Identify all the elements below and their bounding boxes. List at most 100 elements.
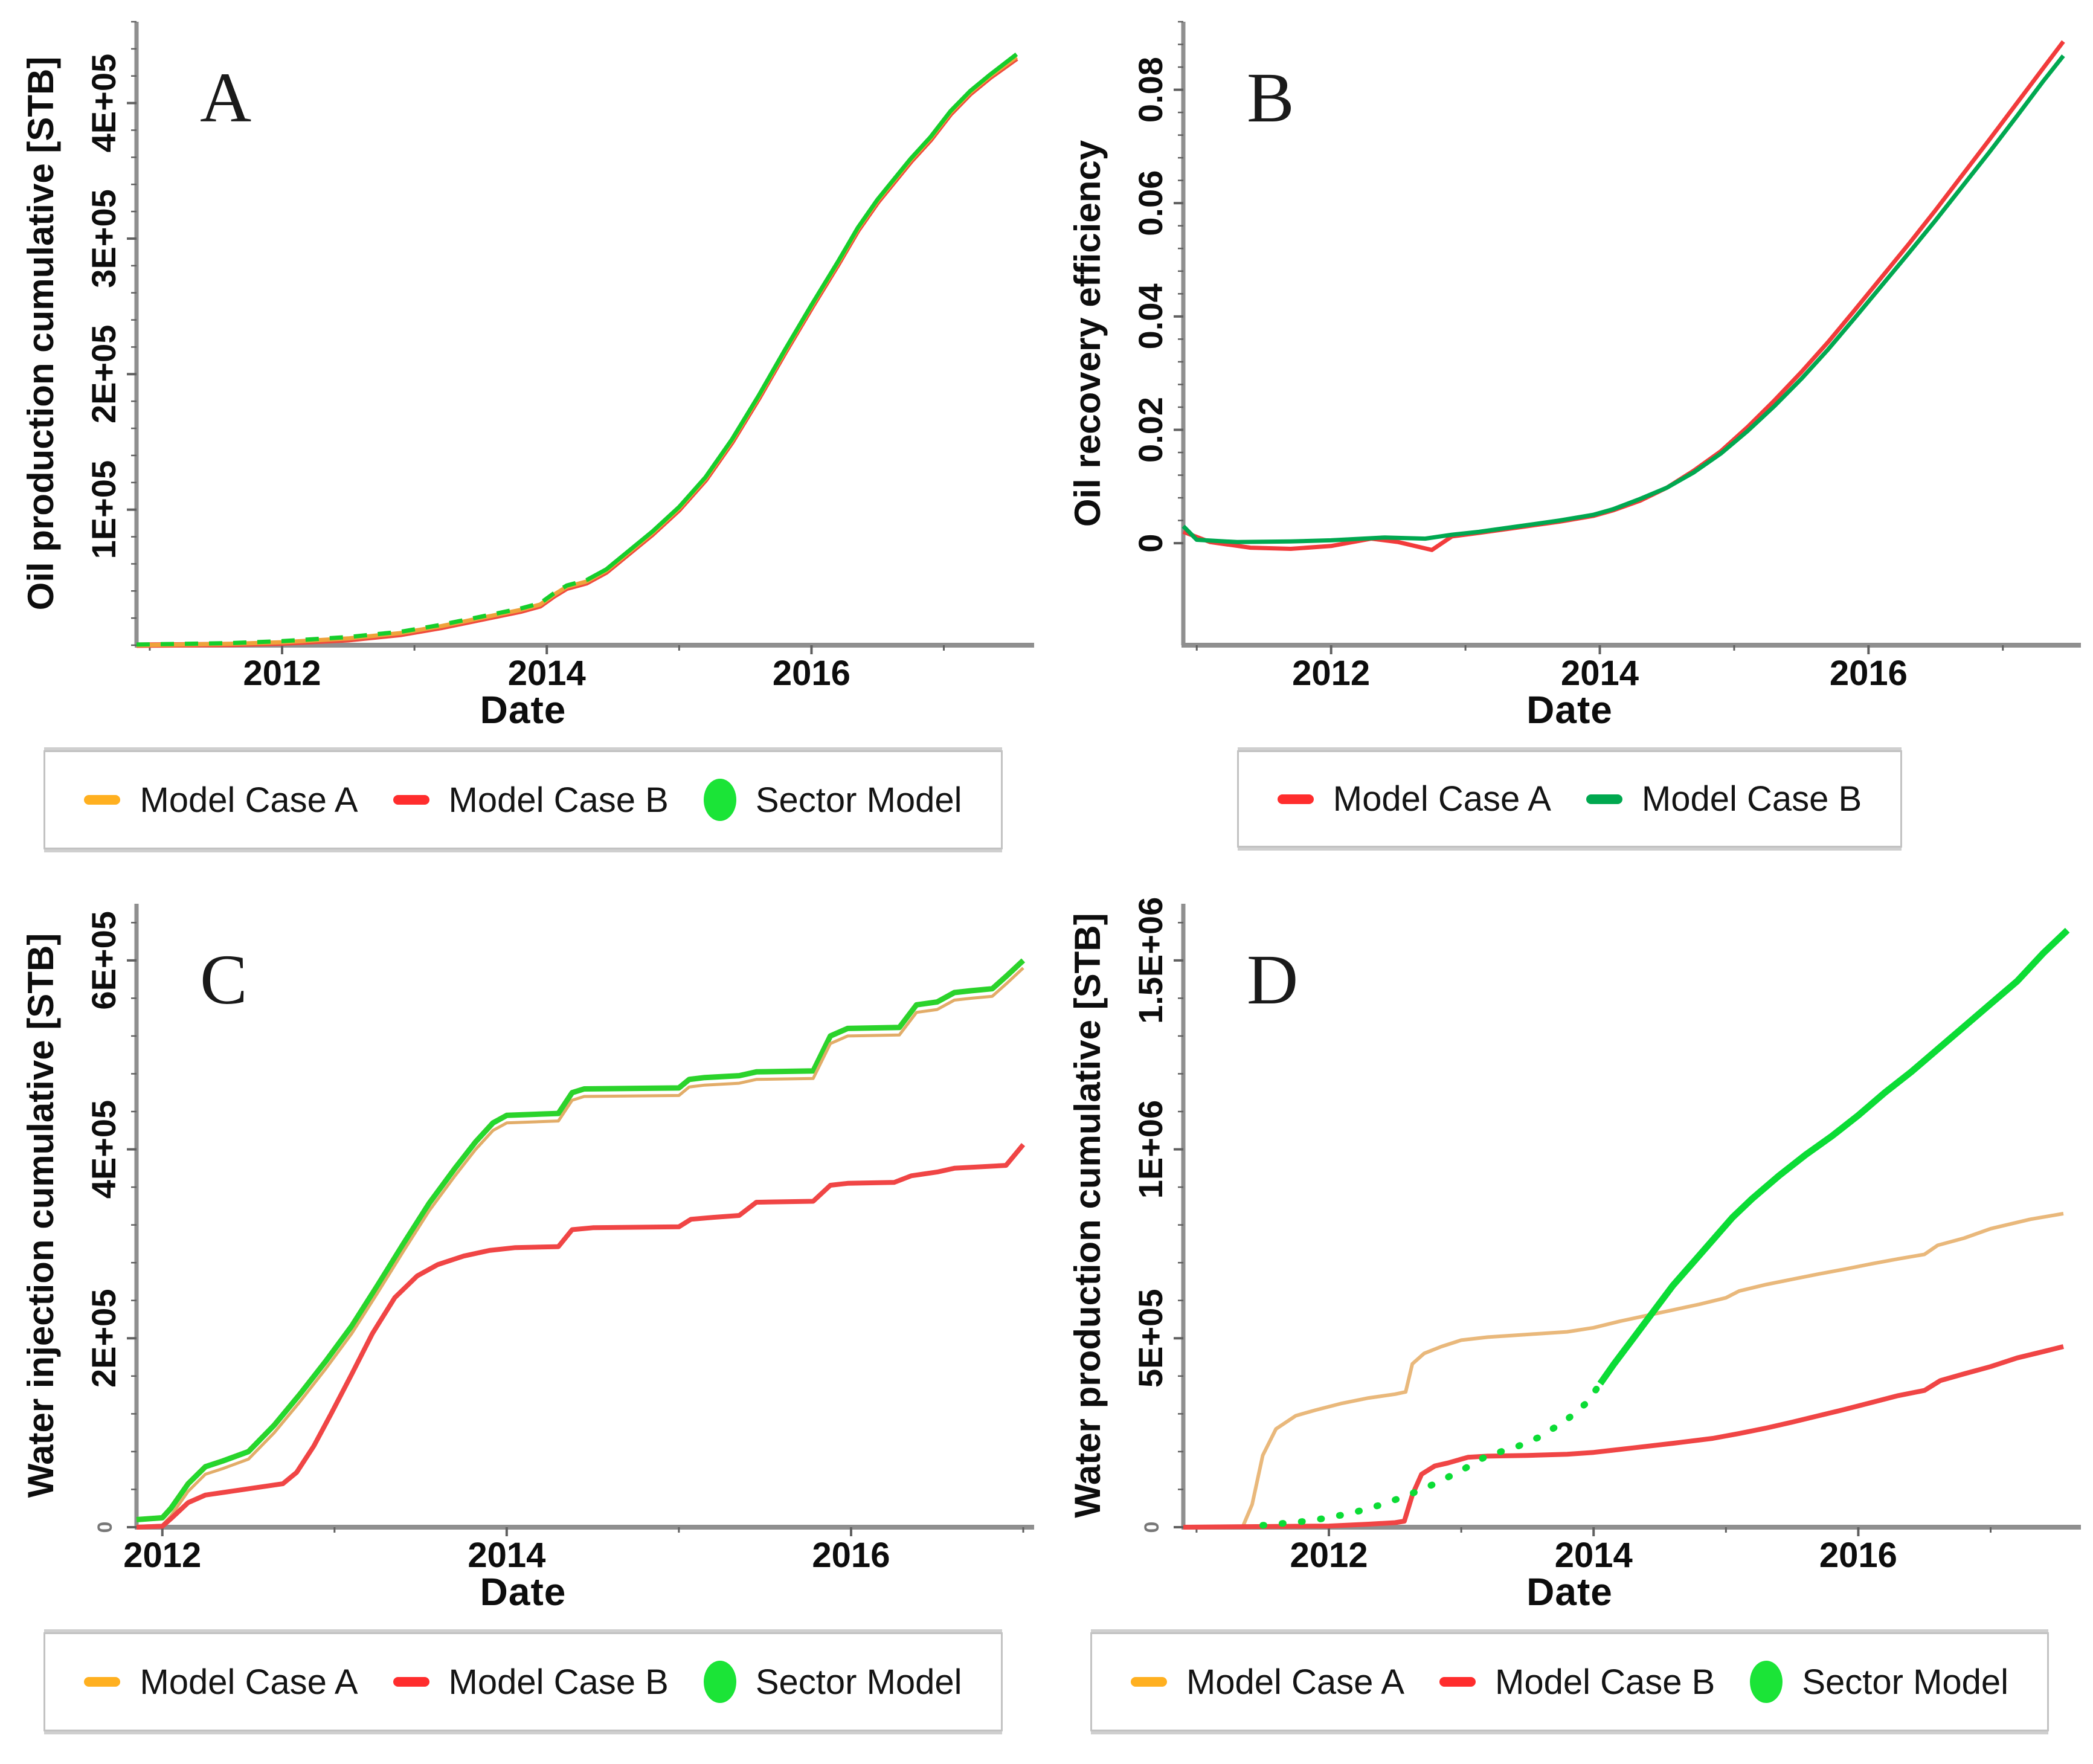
series-sector-model (136, 958, 1026, 1522)
y-axis-title: Oil production cumulative [STB] (21, 57, 61, 611)
series-sector-model-dotted (1259, 1380, 1604, 1529)
panel-letter: B (1247, 58, 1294, 137)
legend-dash-marker (1277, 794, 1314, 804)
y-tick-label: 1E+06 (1131, 1100, 1169, 1199)
x-tick-label: 2016 (773, 654, 850, 693)
legend-label: Model Case B (1641, 779, 1862, 819)
legend-label: Sector Model (755, 1662, 962, 1702)
legend-label: Sector Model (1802, 1662, 2009, 1702)
legend-item-model-case-b: Model Case B (1586, 779, 1862, 819)
y-tick-label: 1E+05 (85, 460, 123, 559)
y-tick-label: 0.02 (1131, 397, 1169, 463)
legend-item-sector-model: Sector Model (1750, 1661, 2008, 1703)
y-tick-label: 6E+05 (85, 911, 123, 1009)
legend-dash-marker (393, 795, 429, 805)
y-axis-title: Oil recovery efficiency (1067, 140, 1107, 527)
panel-letter: D (1247, 940, 1298, 1019)
series-sector-model-dashed (169, 1114, 508, 1510)
chart-b-oil-recovery: 0 0.02 0.04 0.06 0.08 2012 2014 2016 Oil recover… (1067, 21, 2081, 693)
legend-dash-marker (1439, 1677, 1476, 1687)
y-tick-label: 1.5E+06 (1131, 897, 1169, 1024)
series-model-case-b (1183, 1344, 2064, 1530)
y-tick-label: 0.04 (1131, 283, 1169, 349)
legend-dash-marker (84, 795, 121, 805)
legend-dash-marker (1586, 794, 1622, 804)
legend-a: Model Case A Model Case B Sector Model (43, 750, 1003, 849)
y-tick-label: 0.06 (1131, 170, 1169, 236)
legend-label: Model Case B (1495, 1662, 1715, 1702)
chart-d-water-production: 0 5E+05 1E+06 1.5E+06 2012 2014 2016 Water prod… (1067, 897, 2081, 1575)
x-axis-label: Date (480, 688, 567, 732)
legend-ellipse-marker (1750, 1661, 1783, 1703)
legend-item-model-case-a: Model Case A (1277, 779, 1551, 819)
legend-item-model-case-a: Model Case A (1130, 1662, 1405, 1702)
legend-item-model-case-a: Model Case A (84, 1662, 358, 1702)
y-tick-label: 0.08 (1131, 57, 1169, 123)
x-tick-label: 2014 (1554, 1536, 1632, 1575)
legend-item-sector-model: Sector Model (703, 1661, 962, 1703)
y-tick-label: 5E+05 (1131, 1289, 1169, 1388)
legend-item-model-case-b: Model Case B (1439, 1662, 1715, 1702)
legend-dash-marker (1130, 1677, 1167, 1687)
y-tick-label: 2E+05 (85, 325, 123, 424)
series-sector-model (585, 53, 1018, 582)
series-sector-model-dashed (136, 578, 587, 647)
legend-label: Model Case A (140, 1662, 358, 1702)
x-axis-label: Date (1526, 688, 1613, 732)
panel-c: 0 2E+05 4E+05 6E+05 2012 2014 2016 Water inject… (0, 882, 1046, 1764)
y-tick-label: 4E+05 (85, 54, 123, 153)
legend-b: Model Case A Model Case B (1236, 750, 1903, 848)
legend-label: Model Case B (448, 1662, 669, 1702)
panel-b: 0 0.02 0.04 0.06 0.08 2012 2014 2016 Oil recover… (1046, 0, 2093, 882)
series-model-case-b (1182, 54, 2065, 544)
series-model-case-b (136, 1143, 1026, 1530)
x-tick-label: 2016 (812, 1536, 890, 1575)
series-model-case-a (136, 55, 1018, 648)
x-tick-label: 2016 (1829, 654, 1907, 693)
panel-letter: C (200, 940, 248, 1019)
y-tick-label: 0 (1140, 1522, 1163, 1533)
x-tick-label: 2014 (468, 1536, 545, 1575)
legend-label: Model Case A (1333, 779, 1551, 819)
legend-label: Sector Model (755, 780, 962, 820)
series-sector-model (1597, 927, 2069, 1386)
x-tick-label: 2012 (1290, 1536, 1368, 1575)
x-tick-label: 2014 (1560, 654, 1638, 693)
legend-item-model-case-a: Model Case A (84, 780, 358, 820)
y-tick-label: 0 (1131, 534, 1169, 553)
x-axis-label: Date (1526, 1570, 1613, 1614)
y-axis-title: Water injection cumulative [STB] (21, 933, 61, 1498)
series-model-case-a (136, 967, 1024, 1528)
x-tick-label: 2016 (1819, 1536, 1897, 1575)
legend-ellipse-marker (703, 779, 736, 821)
x-tick-label: 2012 (243, 654, 321, 693)
chart-a-oil-production: 1E+05 2E+05 3E+05 4E+05 2012 2014 2016 Oil prod… (21, 21, 1034, 693)
legend-item-model-case-b: Model Case B (393, 780, 669, 820)
legend-item-model-case-b: Model Case B (393, 1662, 669, 1702)
panel-d: 0 5E+05 1E+06 1.5E+06 2012 2014 2016 Water prod… (1046, 882, 2093, 1764)
x-tick-label: 2014 (508, 654, 586, 693)
panel-letter: A (200, 58, 251, 137)
x-axis-label: Date (480, 1570, 567, 1614)
legend-ellipse-marker (703, 1661, 736, 1703)
legend-label: Model Case A (1186, 1662, 1405, 1702)
legend-c: Model Case A Model Case B Sector Model (43, 1632, 1003, 1731)
y-tick-label: 4E+05 (85, 1100, 123, 1199)
legend-dash-marker (393, 1677, 429, 1687)
legend-item-sector-model: Sector Model (703, 779, 962, 821)
legend-d: Model Case A Model Case B Sector Model (1090, 1632, 2050, 1731)
legend-label: Model Case A (140, 780, 358, 820)
y-tick-label: 2E+05 (85, 1289, 123, 1388)
y-axis-title: Water production cumulative [STB] (1067, 913, 1107, 1518)
y-tick-label: 0 (94, 1522, 117, 1533)
legend-dash-marker (84, 1677, 121, 1687)
y-tick-label: 3E+05 (85, 189, 123, 288)
panel-a: 1E+05 2E+05 3E+05 4E+05 2012 2014 2016 Oil prod… (0, 0, 1046, 882)
series-model-case-a (1182, 40, 2065, 552)
legend-label: Model Case B (448, 780, 669, 820)
x-tick-label: 2012 (1292, 654, 1370, 693)
x-tick-label: 2012 (123, 1536, 201, 1575)
series-model-case-a (1183, 1211, 2064, 1529)
chart-c-water-injection: 0 2E+05 4E+05 6E+05 2012 2014 2016 Water inject… (21, 904, 1034, 1575)
